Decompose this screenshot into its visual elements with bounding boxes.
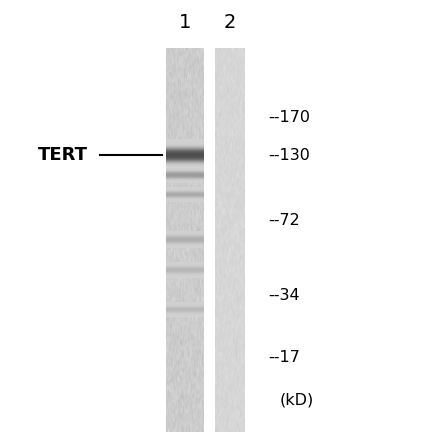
Text: --130: --130 xyxy=(268,147,310,162)
Text: (kD): (kD) xyxy=(280,392,314,407)
Text: --34: --34 xyxy=(268,288,300,303)
Text: --170: --170 xyxy=(268,111,310,126)
Text: TERT: TERT xyxy=(38,146,88,164)
Text: --17: --17 xyxy=(268,351,300,366)
Text: 1: 1 xyxy=(179,12,191,31)
Text: 2: 2 xyxy=(224,12,236,31)
Text: --72: --72 xyxy=(268,213,300,228)
